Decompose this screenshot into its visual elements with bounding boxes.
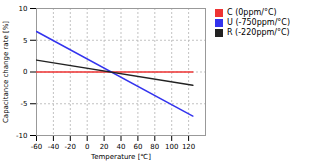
html-text:U (-750ppm/°C): U (-750ppm/°C) xyxy=(227,18,290,27)
svg-text:60: 60 xyxy=(133,143,142,151)
svg-text:10: 10 xyxy=(19,5,28,13)
html-text:R (-220ppm/°C): R (-220ppm/°C) xyxy=(227,28,290,37)
svg-text:100: 100 xyxy=(165,143,178,151)
svg-text:-60: -60 xyxy=(31,143,42,151)
svg-text:40: 40 xyxy=(117,143,126,151)
svg-text:-20: -20 xyxy=(65,143,76,151)
svg-text:20: 20 xyxy=(100,143,109,151)
svg-text:-10: -10 xyxy=(16,132,27,140)
svg-text:80: 80 xyxy=(150,143,159,151)
svg-text:0: 0 xyxy=(85,143,89,151)
svg-text:-5: -5 xyxy=(21,100,28,108)
svg-text:Capacitance change rate [%]: Capacitance change rate [%] xyxy=(2,21,10,123)
svg-text:0: 0 xyxy=(23,68,27,76)
svg-text:120: 120 xyxy=(182,143,195,151)
svg-text:Temperature [℃]: Temperature [℃] xyxy=(90,153,151,161)
html-text:C (0ppm/°C): C (0ppm/°C) xyxy=(227,8,277,17)
svg-text:5: 5 xyxy=(23,36,27,44)
svg-text:-40: -40 xyxy=(48,143,59,151)
